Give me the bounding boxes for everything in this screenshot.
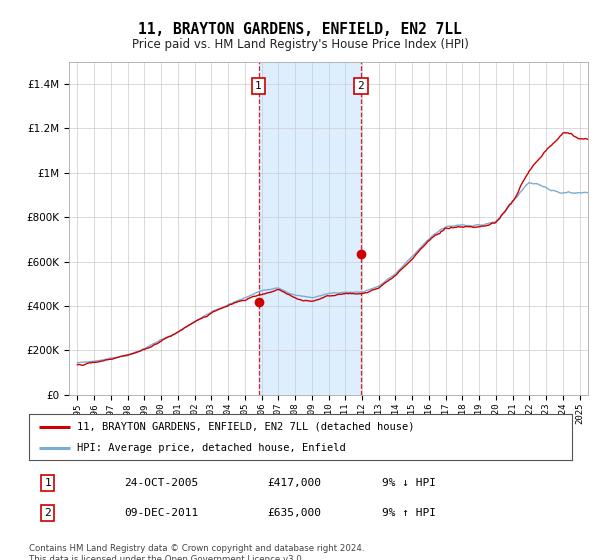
Text: 1: 1 (255, 81, 262, 91)
Text: £635,000: £635,000 (268, 508, 322, 519)
Text: 11, BRAYTON GARDENS, ENFIELD, EN2 7LL (detached house): 11, BRAYTON GARDENS, ENFIELD, EN2 7LL (d… (77, 422, 414, 432)
Text: Price paid vs. HM Land Registry's House Price Index (HPI): Price paid vs. HM Land Registry's House … (131, 38, 469, 50)
Bar (259, 62, 361, 395)
Text: 9% ↑ HPI: 9% ↑ HPI (382, 508, 436, 519)
Text: Contains HM Land Registry data © Crown copyright and database right 2024.
This d: Contains HM Land Registry data © Crown c… (29, 544, 364, 560)
Text: 24-OCT-2005: 24-OCT-2005 (124, 478, 198, 488)
Text: 11, BRAYTON GARDENS, ENFIELD, EN2 7LL: 11, BRAYTON GARDENS, ENFIELD, EN2 7LL (138, 22, 462, 38)
Text: 09-DEC-2011: 09-DEC-2011 (124, 508, 198, 519)
Text: 2: 2 (358, 81, 364, 91)
Text: £417,000: £417,000 (268, 478, 322, 488)
Text: 1: 1 (44, 478, 51, 488)
Text: 9% ↓ HPI: 9% ↓ HPI (382, 478, 436, 488)
Text: 2: 2 (44, 508, 51, 519)
Text: HPI: Average price, detached house, Enfield: HPI: Average price, detached house, Enfi… (77, 443, 346, 453)
